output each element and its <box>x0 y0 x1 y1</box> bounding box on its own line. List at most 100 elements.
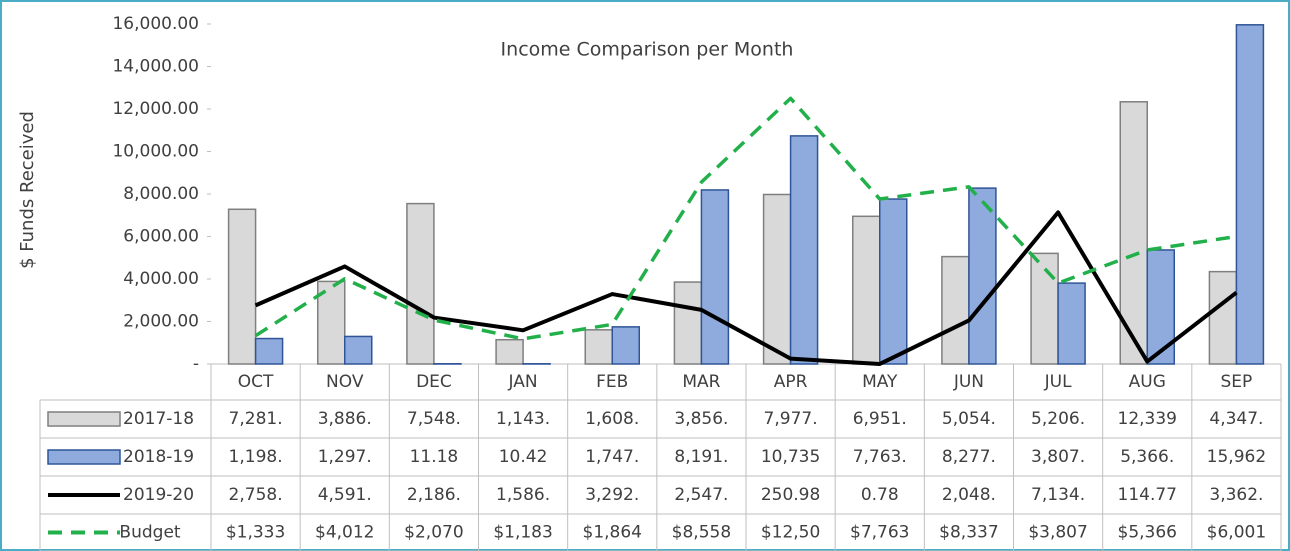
bar <box>700 189 730 365</box>
table-cell: $8,558 <box>672 523 731 543</box>
y-tick-label: 2,000.00 <box>123 312 199 332</box>
table-cell: $5,366 <box>1118 523 1177 543</box>
y-tick-label: 12,000.00 <box>112 99 199 119</box>
table-cell: $8,337 <box>939 523 998 543</box>
table-cell: 250.98 <box>761 485 820 505</box>
bar <box>968 187 997 365</box>
table-cell: $2,070 <box>404 523 463 543</box>
table-cell: 3,886. <box>318 409 372 429</box>
table-cell: 3,362. <box>1209 485 1263 505</box>
y-tick-label: - <box>193 354 199 374</box>
x-tick-label: APR <box>774 372 808 392</box>
table-cell: 1,608. <box>585 409 639 429</box>
bar <box>879 198 908 365</box>
bar <box>673 281 703 365</box>
table-cell: 1,747. <box>585 447 639 467</box>
y-tick-label: 14,000.00 <box>112 57 199 77</box>
legend-label: Budget <box>119 523 180 543</box>
y-tick-label: 10,000.00 <box>112 142 199 162</box>
table-cell: $1,864 <box>583 523 642 543</box>
table-cell: 4,591. <box>318 485 372 505</box>
bar <box>1146 249 1175 365</box>
table-cell: $1,183 <box>493 523 552 543</box>
x-tick-label: SEP <box>1221 372 1253 392</box>
table-cell: 5,366. <box>1120 447 1174 467</box>
x-tick-label: DEC <box>416 372 452 392</box>
x-tick-label: MAY <box>862 372 898 392</box>
bar <box>227 208 257 365</box>
table-cell: 1,586. <box>496 485 550 505</box>
bar <box>941 255 970 365</box>
table-cell: $7,763 <box>850 523 909 543</box>
bar <box>344 335 373 365</box>
x-tick-label: JAN <box>508 372 538 392</box>
bar <box>852 215 881 365</box>
x-tick-label: JUN <box>953 372 984 392</box>
legend-label: 2017-18 <box>123 409 194 429</box>
bar <box>611 326 640 365</box>
y-axis-label: $ Funds Received <box>17 111 38 269</box>
table-cell: 2,186. <box>407 485 461 505</box>
table-cell: 0.78 <box>861 485 899 505</box>
table-cell: 7,548. <box>407 409 461 429</box>
table-cell: 3,856. <box>674 409 728 429</box>
legend-key <box>47 411 121 427</box>
legend-label: 2019-20 <box>123 485 194 505</box>
table-cell: 11.18 <box>410 447 459 467</box>
table-cell: 1,198. <box>229 447 283 467</box>
table-cell: 1,143. <box>496 409 550 429</box>
bar <box>1030 252 1059 365</box>
bar <box>1235 24 1265 365</box>
table-cell: 1,297. <box>318 447 372 467</box>
bar <box>1057 282 1086 365</box>
table-cell: 5,206. <box>1031 409 1085 429</box>
table-cell: 8,191. <box>674 447 728 467</box>
table-cell: 2,758. <box>229 485 283 505</box>
table-cell: 12,339 <box>1118 409 1177 429</box>
table-cell: $12,50 <box>761 523 820 543</box>
table-cell: 10,735 <box>761 447 820 467</box>
bar <box>1208 270 1238 365</box>
table-cell: 2,547. <box>674 485 728 505</box>
bar <box>789 135 819 365</box>
table-cell: 7,281. <box>229 409 283 429</box>
y-tick-label: 6,000.00 <box>123 227 199 247</box>
x-tick-label: NOV <box>326 372 364 392</box>
x-tick-label: MAR <box>682 372 720 392</box>
chart-title: Income Comparison per Month <box>501 39 794 61</box>
line-series <box>254 210 1238 366</box>
table-cell: 6,951. <box>853 409 907 429</box>
x-tick-label: OCT <box>238 372 274 392</box>
table-cell: 5,054. <box>942 409 996 429</box>
table-cell: 8,277. <box>942 447 996 467</box>
table-cell: 10.42 <box>499 447 548 467</box>
bar <box>406 202 435 365</box>
x-tick-label: FEB <box>596 372 628 392</box>
table-cell: 15,962 <box>1207 447 1266 467</box>
table-cell: 7,763. <box>853 447 907 467</box>
table-cell: 3,807. <box>1031 447 1085 467</box>
table-cell: 7,977. <box>764 409 818 429</box>
line-series <box>254 96 1237 341</box>
bar <box>584 329 613 365</box>
table-cell: 114.77 <box>1118 485 1177 505</box>
table-cell: $1,333 <box>226 523 285 543</box>
x-tick-label: JUL <box>1044 372 1072 392</box>
legend-label: 2018-19 <box>123 447 194 467</box>
table-cell: $3,807 <box>1028 523 1087 543</box>
bar <box>762 193 792 365</box>
y-tick-label: 4,000.00 <box>123 269 199 289</box>
bar <box>495 338 524 365</box>
bar <box>254 337 284 365</box>
legend-key <box>47 449 121 465</box>
table-cell: $6,001 <box>1207 523 1266 543</box>
table-cell: $4,012 <box>315 523 374 543</box>
table-cell: 4,347. <box>1209 409 1263 429</box>
table-cell: 7,134. <box>1031 485 1085 505</box>
table-cell: 2,048. <box>942 485 996 505</box>
y-tick-label: 8,000.00 <box>123 184 199 204</box>
table-cell: 3,292. <box>585 485 639 505</box>
y-tick-label: 16,000.00 <box>112 14 199 34</box>
